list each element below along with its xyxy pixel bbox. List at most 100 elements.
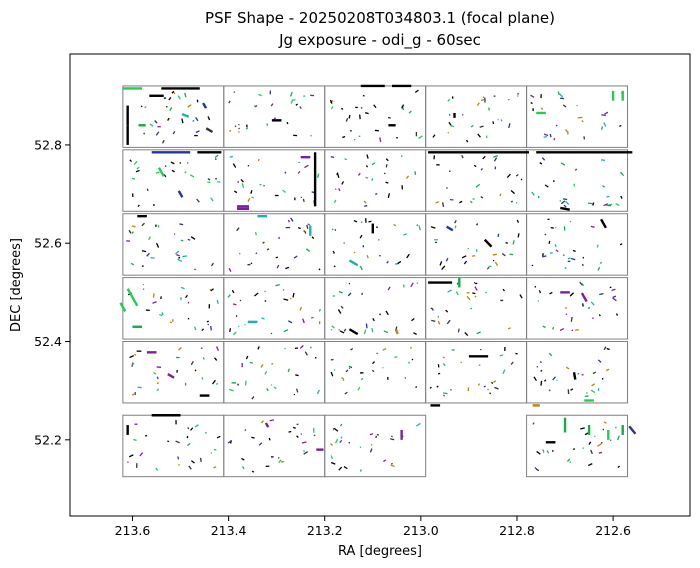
psf-whisker (184, 92, 187, 98)
psf-whisker (266, 123, 269, 127)
psf-whisker (177, 258, 183, 263)
psf-whisker (540, 107, 544, 110)
psf-whisker (240, 178, 244, 183)
psf-whisker (196, 198, 200, 203)
psf-whisker (232, 303, 237, 306)
ccd-chip (526, 341, 629, 404)
psf-whisker (431, 319, 436, 322)
psf-whisker-strong (157, 167, 165, 177)
psf-whisker (159, 313, 163, 317)
psf-whisker (305, 248, 311, 253)
psf-whisker (229, 328, 232, 333)
psf-whisker (302, 198, 305, 202)
psf-whisker (131, 392, 136, 396)
psf-whisker (285, 266, 290, 270)
psf-whisker (510, 361, 514, 365)
psf-whisker (574, 168, 578, 171)
psf-whisker (241, 457, 245, 461)
plot-frame (69, 53, 691, 517)
psf-whisker (334, 229, 337, 231)
psf-whisker (254, 231, 257, 236)
psf-whisker (214, 154, 219, 158)
psf-whisker (330, 371, 334, 377)
psf-whisker (333, 199, 337, 203)
psf-whisker (553, 138, 556, 141)
psf-whisker (266, 248, 270, 251)
psf-whisker (299, 306, 303, 311)
psf-whisker (376, 433, 379, 436)
psf-whisker (216, 435, 221, 439)
chart-title: PSF Shape - 20250208T034803.1 (focal pla… (205, 9, 555, 27)
psf-whisker (512, 240, 515, 245)
psf-whisker (169, 107, 173, 111)
psf-whisker (181, 118, 184, 124)
psf-whisker (597, 443, 602, 447)
psf-whisker (577, 116, 583, 119)
psf-whisker (304, 230, 307, 234)
psf-whisker (227, 294, 231, 298)
psf-whisker (384, 172, 386, 175)
psf-whisker (603, 421, 607, 424)
psf-whisker (487, 388, 490, 391)
psf-whisker (473, 164, 477, 168)
psf-whisker (461, 255, 467, 259)
psf-whisker (408, 361, 410, 364)
psf-whisker (555, 249, 559, 253)
psf-whisker (212, 379, 216, 385)
psf-whisker (379, 313, 382, 316)
psf-whisker (287, 368, 290, 373)
psf-whisker (439, 261, 443, 266)
psf-whisker (580, 427, 585, 430)
psf-whisker-strong (560, 206, 570, 211)
psf-whisker (405, 175, 410, 179)
psf-whisker (588, 441, 592, 446)
psf-whisker (579, 281, 583, 286)
psf-whisker (502, 288, 505, 292)
psf-whisker (330, 455, 334, 460)
psf-whisker (617, 435, 620, 441)
psf-whisker (194, 424, 199, 428)
psf-whisker (447, 131, 450, 134)
psf-whisker (154, 120, 158, 124)
psf-whisker (540, 369, 543, 372)
psf-whisker (161, 312, 164, 316)
psf-whisker (161, 139, 165, 144)
psf-whisker (555, 124, 558, 127)
psf-whisker (447, 98, 451, 102)
psf-whisker (499, 193, 502, 197)
psf-whisker (397, 260, 402, 265)
psf-whisker (255, 252, 258, 255)
ccd-chip (324, 341, 427, 404)
psf-whisker (612, 295, 617, 299)
psf-whisker (466, 139, 469, 143)
psf-whisker (180, 239, 184, 242)
psf-whisker (517, 233, 520, 238)
psf-whisker (297, 170, 301, 174)
psf-whisker (371, 328, 374, 333)
psf-whisker (530, 101, 533, 105)
psf-whisker (318, 308, 322, 312)
psf-whisker (464, 331, 469, 337)
psf-whisker (175, 440, 180, 444)
psf-whisker (164, 165, 167, 168)
psf-whisker (186, 442, 191, 447)
psf-whisker (369, 448, 373, 453)
psf-whisker (292, 426, 296, 429)
psf-whisker (171, 169, 175, 173)
psf-whisker (156, 376, 159, 380)
psf-whisker (303, 451, 309, 455)
psf-whisker (342, 136, 346, 139)
psf-whisker (260, 364, 264, 368)
psf-whisker (401, 104, 405, 109)
psf-whisker (304, 351, 308, 356)
psf-whisker (316, 173, 320, 178)
psf-whisker (196, 99, 199, 103)
psf-whisker (131, 362, 135, 366)
ccd-chip (324, 85, 427, 148)
psf-whisker (493, 380, 497, 383)
psf-whisker (474, 286, 478, 291)
psf-whisker (268, 437, 271, 441)
psf-whisker (339, 439, 343, 444)
psf-whisker (597, 359, 602, 363)
psf-whisker (308, 223, 311, 227)
